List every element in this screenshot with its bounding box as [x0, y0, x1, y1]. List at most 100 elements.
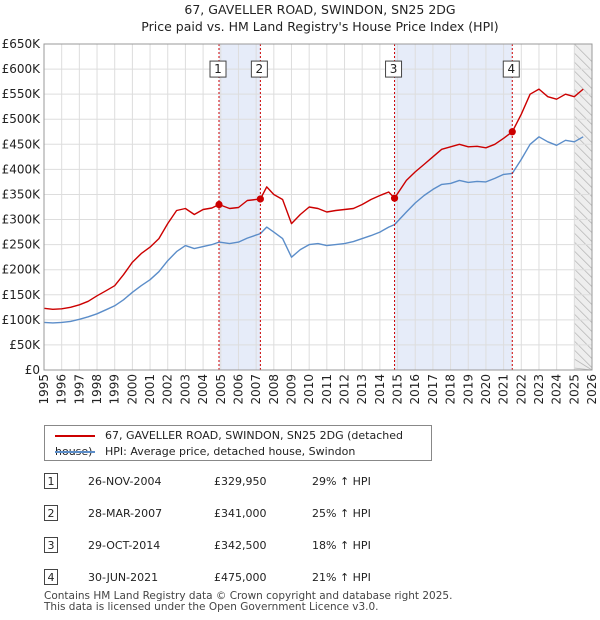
forecast-hatch [574, 277, 593, 296]
chart-title: 67, GAVELLER ROAD, SWINDON, SN25 2DG [184, 2, 455, 17]
y-tick-label: £550K [2, 87, 42, 101]
sale-hpi-change: 21% ↑ HPI [312, 571, 371, 584]
forecast-hatch [574, 340, 593, 359]
sale-price: £341,000 [214, 507, 267, 520]
forecast-hatch [574, 286, 593, 305]
x-tick-label: 2022 [514, 374, 528, 405]
y-tick-label: £250K [2, 238, 42, 252]
footer-line-copyright: Contains HM Land Registry data © Crown c… [44, 590, 453, 602]
sale-point [256, 195, 264, 203]
forecast-hatch [574, 205, 593, 224]
forecast-hatch [574, 142, 593, 161]
x-tick-label: 2004 [196, 374, 210, 405]
x-tick-label: 2010 [302, 374, 316, 405]
forecast-hatch [574, 70, 593, 89]
forecast-hatch [574, 178, 593, 197]
x-tick-label: 2003 [178, 374, 192, 405]
sale-number-badge: 1 [44, 473, 58, 489]
sale-row: 1 26-NOV-2004 £329,950 29% ↑ HPI [44, 473, 404, 491]
x-tick-label: 2025 [567, 374, 581, 405]
x-tick-label: 2007 [249, 374, 263, 405]
x-tick-label: 2011 [320, 374, 334, 405]
x-tick-label: 2023 [532, 374, 546, 405]
x-tick-label: 2016 [408, 374, 422, 405]
x-tick-label: 2001 [143, 374, 157, 405]
legend-item-property: 67, GAVELLER ROAD, SWINDON, SN25 2DG (de… [55, 428, 431, 458]
ownership-shading [394, 44, 513, 370]
forecast-hatch [574, 295, 593, 314]
y-tick-label: £100K [2, 313, 42, 327]
hpi-line [43, 136, 584, 324]
x-tick-label: 2017 [426, 374, 440, 405]
sale-row: 4 30-JUN-2021 £475,000 21% ↑ HPI [44, 569, 404, 587]
forecast-hatch [574, 349, 593, 368]
x-tick-label: 2015 [391, 374, 405, 405]
legend-red-line [55, 435, 95, 437]
sale-marker-number: 4 [507, 62, 515, 76]
forecast-hatch [574, 88, 593, 107]
sale-row: 2 28-MAR-2007 £341,000 25% ↑ HPI [44, 505, 404, 523]
sale-date: 29-OCT-2014 [88, 539, 161, 552]
y-tick-label: £350K [2, 187, 42, 201]
sale-price: £475,000 [214, 571, 267, 584]
y-tick-label: £450K [2, 137, 42, 151]
sale-date: 30-JUN-2021 [88, 571, 159, 584]
sale-hpi-change: 25% ↑ HPI [312, 507, 371, 520]
y-tick-label: £300K [2, 213, 42, 227]
y-tick-label: £150K [2, 288, 42, 302]
footer-line-licence: This data is licensed under the Open Gov… [44, 601, 379, 613]
forecast-hatch [574, 214, 593, 233]
forecast-hatch [574, 250, 593, 269]
x-tick-label: 2020 [479, 374, 493, 405]
legend-label-property: 67, GAVELLER ROAD, SWINDON, SN25 2DG (de… [55, 429, 403, 458]
y-tick-label: £200K [2, 263, 42, 277]
x-tick-label: 2002 [161, 374, 175, 405]
x-tick-label: 2018 [444, 374, 458, 405]
x-tick-label: 2000 [125, 374, 139, 405]
forecast-hatch [574, 196, 593, 215]
forecast-hatch [574, 331, 593, 350]
y-tick-label: £600K [2, 62, 42, 76]
sale-marker-box [385, 60, 403, 78]
y-tick-label: £500K [2, 112, 42, 126]
x-tick-label: 1996 [55, 374, 69, 405]
x-tick-label: 2026 [585, 374, 599, 405]
sale-marker-box [502, 60, 520, 78]
y-tick-label: £0 [25, 363, 40, 377]
sale-hpi-change: 18% ↑ HPI [312, 539, 371, 552]
sale-point [390, 194, 399, 202]
sale-marker-number: 1 [214, 62, 222, 76]
sale-point [215, 200, 223, 209]
x-tick-label: 2008 [267, 374, 281, 405]
sale-date: 28-MAR-2007 [88, 507, 163, 520]
forecast-hatch [574, 268, 593, 287]
forecast-hatch [574, 97, 593, 116]
x-tick-label: 1999 [108, 374, 122, 405]
forecast-hatch [574, 313, 593, 332]
chart-subtitle: Price paid vs. HM Land Registry's House … [141, 19, 498, 34]
x-tick-label: 2005 [214, 374, 228, 405]
x-tick-label: 2013 [355, 374, 369, 405]
sale-number-badge: 2 [44, 505, 58, 521]
y-tick-label: £400K [2, 162, 42, 176]
forecast-hatch [574, 124, 593, 143]
forecast-hatch [574, 79, 593, 98]
property-price-line [43, 88, 584, 310]
forecast-hatch [574, 259, 593, 278]
forecast-region [574, 44, 592, 370]
forecast-hatch [574, 358, 593, 371]
y-tick-label: £50K [9, 338, 41, 352]
plot-frame [43, 43, 593, 371]
x-tick-label: 2024 [550, 374, 564, 405]
forecast-hatch [574, 322, 593, 341]
y-tick-label: £650K [2, 37, 42, 51]
forecast-hatch [574, 133, 593, 152]
sale-marker-number: 2 [256, 62, 264, 76]
legend-blue-line [55, 451, 95, 453]
sale-marker-box [250, 60, 268, 78]
x-tick-label: 2012 [338, 374, 352, 405]
forecast-hatch [574, 106, 593, 125]
x-tick-label: 1997 [72, 374, 86, 405]
sale-marker-box [209, 60, 227, 78]
sale-hpi-change: 29% ↑ HPI [312, 475, 371, 488]
